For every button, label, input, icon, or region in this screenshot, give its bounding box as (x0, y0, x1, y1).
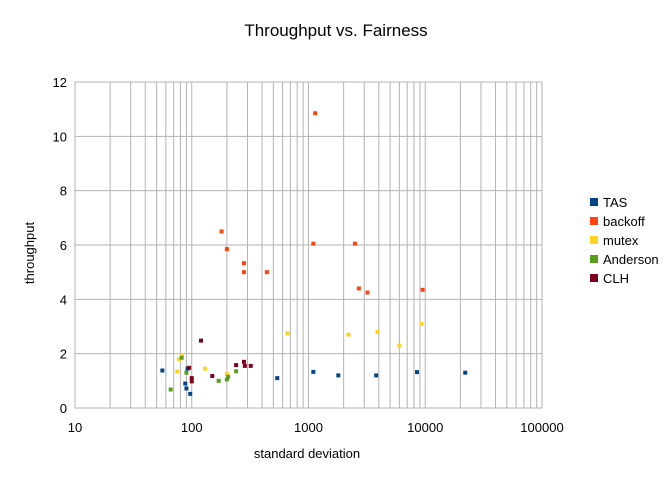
data-point-anderson (234, 369, 239, 374)
data-point-tas (183, 381, 188, 386)
y-tick-label: 8 (60, 184, 67, 199)
legend: TAS backoff mutex Anderson CLH (590, 195, 659, 286)
x-axis-ticks: 10 100 1000 10000 100000 (68, 420, 564, 435)
data-point-mutex (177, 357, 182, 362)
data-point-mutex (285, 331, 290, 336)
data-point-clh (241, 359, 246, 364)
y-axis-ticks: 0 2 4 6 8 10 12 (53, 75, 67, 416)
x-tick-label: 1000 (294, 420, 323, 435)
x-tick-label: 10 (68, 420, 82, 435)
data-point-clh (187, 365, 192, 370)
data-point-anderson (216, 378, 221, 383)
y-tick-label: 0 (60, 401, 67, 416)
gridlines (74, 81, 542, 409)
legend-label-clh: CLH (603, 271, 629, 286)
data-point-mutex (375, 329, 380, 334)
data-point-clh (189, 379, 194, 384)
data-point-clh (210, 373, 215, 378)
data-points (160, 111, 468, 396)
data-point-anderson (226, 374, 231, 379)
data-point-tas (311, 369, 316, 374)
legend-label-mutex: mutex (603, 233, 639, 248)
data-point-backoff (241, 261, 246, 266)
x-tick-label: 100000 (520, 420, 563, 435)
y-tick-label: 6 (60, 238, 67, 253)
data-point-backoff (241, 270, 246, 275)
data-point-backoff (219, 229, 224, 234)
data-point-anderson (224, 377, 229, 382)
data-point-tas (160, 368, 165, 373)
y-tick-label: 2 (60, 347, 67, 362)
data-point-mutex (224, 372, 229, 377)
legend-label-backoff: backoff (603, 214, 645, 229)
y-tick-label: 4 (60, 292, 67, 307)
legend-swatch-tas (590, 198, 598, 206)
data-point-tas (188, 391, 193, 396)
chart-title: Throughput vs. Fairness (244, 21, 427, 40)
legend-swatch-mutex (590, 236, 598, 244)
plot-area-frame (74, 81, 543, 409)
legend-label-tas: TAS (603, 195, 628, 210)
data-point-mutex (397, 343, 402, 348)
data-point-clh (198, 338, 203, 343)
data-point-clh (189, 376, 194, 381)
legend-swatch-anderson (590, 255, 598, 263)
data-point-backoff (313, 111, 318, 116)
data-point-anderson (184, 370, 189, 375)
data-point-backoff (352, 241, 357, 246)
data-point-tas (463, 370, 468, 375)
data-point-mutex (203, 366, 208, 371)
data-point-clh (234, 363, 239, 368)
x-tick-label: 10000 (407, 420, 443, 435)
legend-swatch-clh (590, 274, 598, 282)
data-point-backoff (311, 241, 316, 246)
data-point-backoff (224, 247, 229, 252)
data-point-mutex (419, 321, 424, 326)
data-point-backoff (356, 286, 361, 291)
data-point-anderson (179, 355, 184, 360)
data-point-clh (242, 363, 247, 368)
data-point-clh (248, 363, 253, 368)
y-tick-label: 10 (53, 129, 67, 144)
x-axis-label: standard deviation (254, 446, 360, 461)
data-point-backoff (420, 287, 425, 292)
legend-swatch-backoff (590, 217, 598, 225)
y-axis-label: throughput (22, 222, 37, 285)
data-point-anderson (168, 387, 173, 392)
y-tick-label: 12 (53, 75, 67, 90)
data-point-tas (415, 370, 420, 375)
data-point-tas (336, 373, 341, 378)
data-point-mutex (179, 353, 184, 358)
data-point-mutex (175, 369, 180, 374)
legend-label-anderson: Anderson (603, 252, 659, 267)
data-point-tas (374, 373, 379, 378)
data-point-tas (275, 376, 280, 381)
data-point-mutex (346, 332, 351, 337)
x-tick-label: 100 (181, 420, 203, 435)
data-point-tas (184, 386, 189, 391)
data-point-backoff (264, 270, 269, 275)
data-point-backoff (365, 290, 370, 295)
